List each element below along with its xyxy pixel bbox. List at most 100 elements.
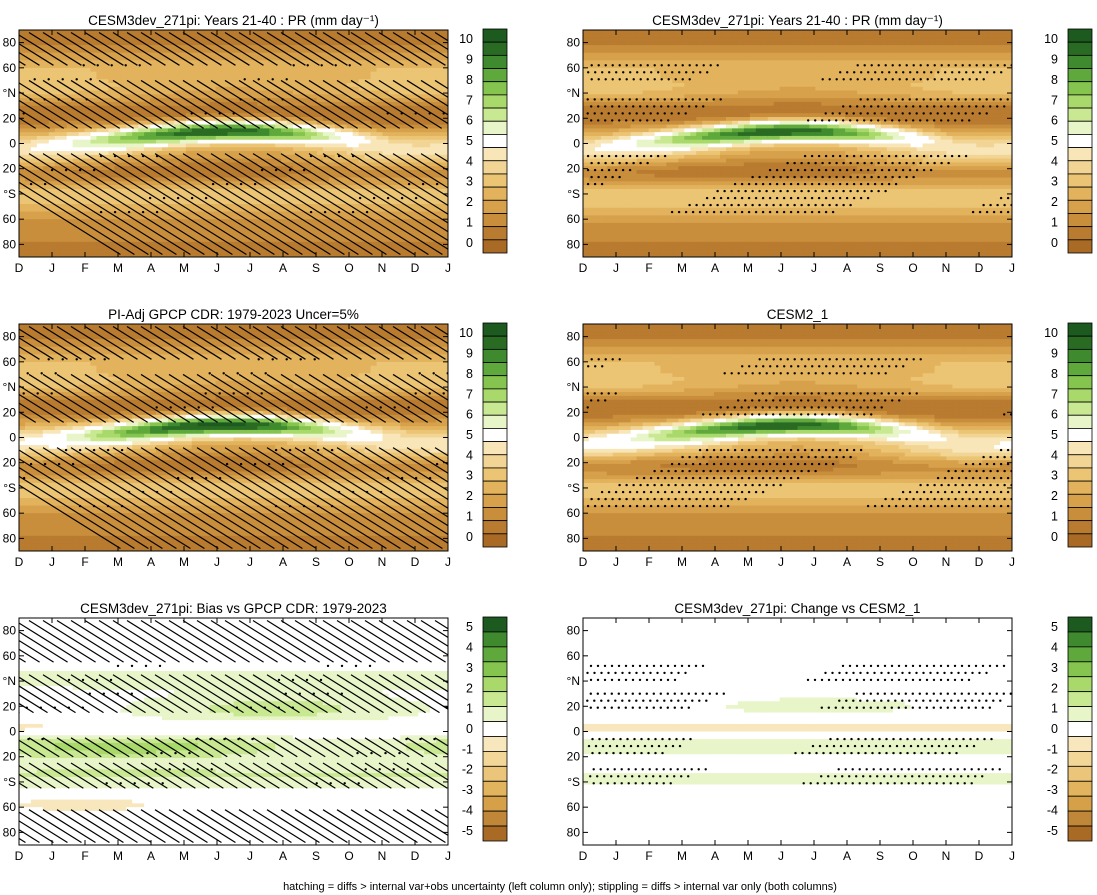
field-cell [19, 253, 26, 257]
field-cell [197, 147, 205, 152]
field-cell [583, 56, 590, 61]
field-cell [406, 101, 413, 107]
field-cell [606, 128, 614, 133]
field-cell [594, 30, 602, 35]
field-cell [400, 117, 407, 122]
field-cell [310, 245, 318, 251]
field-cell [310, 234, 318, 239]
field-cell [150, 222, 157, 228]
field-cell [90, 37, 98, 42]
field-cell [24, 185, 32, 190]
field-cell [251, 37, 258, 42]
field-cell [179, 249, 187, 254]
field-cell [442, 162, 448, 167]
field-cell [418, 215, 425, 220]
field-cell [316, 253, 324, 257]
field-cell [48, 67, 56, 73]
field-cell [310, 204, 318, 209]
field-cell [606, 253, 614, 257]
field-cell [382, 211, 390, 216]
y-tick-label: 60 [3, 61, 17, 75]
field-cell [612, 117, 620, 122]
field-cell [150, 52, 157, 58]
hatch-line [322, 79, 400, 129]
field-cell [269, 109, 276, 114]
field-cell [257, 249, 264, 254]
field-cell [287, 33, 294, 39]
field-cell [239, 60, 247, 65]
field-cell [191, 67, 199, 73]
field-cell [54, 207, 62, 213]
field-cell [156, 151, 163, 156]
field-cell [30, 101, 38, 107]
field-cell [269, 185, 276, 190]
field-cell [388, 207, 395, 213]
field-cell [364, 132, 372, 137]
field-cell [245, 185, 252, 190]
field-cell [54, 230, 62, 235]
field-cell [436, 222, 443, 228]
field-cell [19, 185, 26, 190]
field-cell [412, 135, 419, 141]
field-cell [346, 30, 354, 35]
field-cell [352, 48, 360, 54]
field-cell [120, 169, 127, 175]
field-cell [209, 86, 217, 92]
field-cell [370, 113, 378, 118]
field-cell [239, 64, 247, 69]
field-cell [144, 139, 151, 145]
field-cell [600, 98, 608, 103]
field-cell [281, 139, 288, 145]
field-cell [167, 181, 175, 186]
field-cell [102, 128, 109, 133]
field-cell [358, 249, 366, 254]
field-cell [588, 94, 596, 99]
field-cell [120, 120, 127, 126]
field-cell [227, 94, 235, 99]
field-cell [108, 230, 115, 235]
field-cell [66, 219, 74, 224]
field-cell [263, 135, 270, 141]
field-cell [305, 37, 312, 42]
field-cell [19, 101, 26, 107]
field-cell [394, 128, 401, 133]
field-cell [257, 196, 264, 201]
field-cell [197, 169, 205, 175]
hatch-line [84, 79, 162, 129]
field-cell [78, 253, 86, 257]
field-cell [406, 120, 413, 126]
field-cell [364, 200, 372, 205]
hatch-line [154, 79, 232, 129]
x-tick-label: D [411, 261, 420, 275]
field-cell [162, 128, 169, 133]
field-cell [138, 188, 145, 194]
field-cell [126, 86, 133, 92]
field-cell [167, 147, 175, 152]
field-cell [412, 249, 419, 254]
field-cell [167, 128, 175, 133]
field-cell [269, 94, 276, 99]
colorbar-label: 7 [466, 93, 473, 107]
field-cell [275, 234, 282, 239]
field-cell [60, 238, 68, 243]
field-cell [594, 101, 602, 107]
field-cell [400, 82, 407, 88]
field-cell [418, 253, 425, 257]
field-cell [388, 82, 395, 88]
field-cell [305, 226, 312, 232]
field-cell [245, 82, 252, 88]
field-cell [316, 60, 324, 65]
field-cell [251, 143, 258, 148]
field-cell [370, 158, 378, 164]
field-cell [191, 124, 199, 129]
field-cell [36, 166, 44, 171]
field-cell [191, 166, 199, 171]
field-cell [257, 166, 264, 171]
field-cell [400, 79, 407, 84]
field-cell [600, 37, 608, 42]
field-cell [583, 238, 590, 243]
field-cell [138, 139, 145, 145]
field-cell [48, 154, 56, 160]
field-cell [48, 211, 56, 216]
field-cell [600, 79, 608, 84]
